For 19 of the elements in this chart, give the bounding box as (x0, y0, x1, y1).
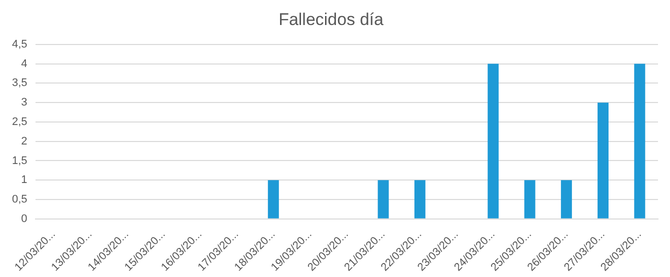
bar (268, 180, 279, 218)
y-tick-label: 0 (21, 212, 28, 225)
y-tick-label: 4 (21, 58, 28, 70)
bar (524, 180, 536, 218)
y-tick-label: 2 (21, 135, 28, 148)
y-tick-label: 1 (21, 174, 28, 186)
y-tick-label: 1,5 (12, 154, 28, 167)
bar (488, 64, 499, 218)
y-tick-label: 0,5 (12, 194, 28, 206)
y-tick-label: 2,5 (12, 116, 28, 128)
bar (560, 180, 572, 218)
y-tick-label: 3,5 (12, 77, 28, 90)
y-tick-label: 3 (21, 96, 28, 109)
bar (378, 180, 389, 218)
y-tick-label: 4,5 (12, 38, 28, 50)
chart-title: Fallecidos día (278, 10, 384, 29)
bar (598, 102, 609, 218)
bar (634, 64, 646, 218)
bar (414, 180, 426, 218)
